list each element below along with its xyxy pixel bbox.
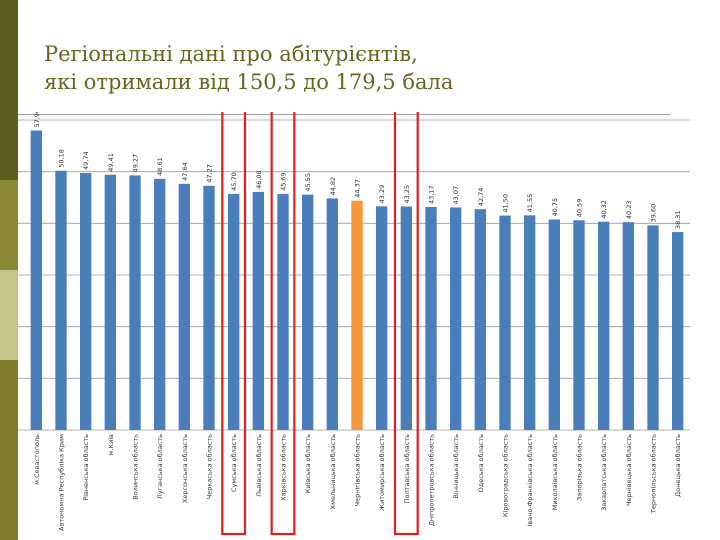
bar-value-label: 44,82 xyxy=(329,177,337,196)
accent-segment xyxy=(0,270,18,360)
bar-value-label: 39,60 xyxy=(650,204,658,223)
slide-left-accent-bar xyxy=(0,0,18,540)
category-label: Херсонська область xyxy=(181,434,189,503)
accent-segment xyxy=(0,0,18,180)
bar xyxy=(474,209,487,430)
bar xyxy=(30,130,43,430)
bar xyxy=(203,185,215,430)
category-label: Житомирська область xyxy=(378,434,386,511)
category-label: Дніпропетровська область xyxy=(428,434,436,526)
bar-value-label: 45,70 xyxy=(230,172,238,191)
bar-value-label: 43,17 xyxy=(428,185,436,204)
bar xyxy=(375,206,388,430)
bar xyxy=(55,170,67,430)
bar xyxy=(153,178,166,430)
bar xyxy=(523,215,536,430)
bar-value-label: 43,25 xyxy=(403,185,411,204)
category-label: Львівська область xyxy=(255,434,263,497)
bar-value-label: 49,41 xyxy=(107,153,115,172)
category-label: Чернігівська область xyxy=(354,434,362,507)
category-label: Запорізька область xyxy=(576,434,584,501)
category-label: Харківська область xyxy=(280,434,288,501)
category-label: Луганська область xyxy=(156,434,164,499)
bar xyxy=(79,173,92,430)
category-label: Чернівецька область xyxy=(625,434,633,506)
bar xyxy=(104,174,117,430)
category-label: Хмельницька область xyxy=(329,434,337,510)
bar-value-label: 38,31 xyxy=(674,210,682,229)
bar-value-label: 44,37 xyxy=(354,179,362,198)
category-label: Івано-Франківська область xyxy=(526,434,534,527)
slide-title-line-1: Регіональні дані про абітурієнтів, xyxy=(44,42,418,66)
bar xyxy=(129,175,141,430)
bar xyxy=(597,221,610,430)
bar-value-label: 45,69 xyxy=(280,172,288,191)
highlight-frame xyxy=(393,112,419,536)
category-label: Донецька область xyxy=(674,434,682,497)
bar xyxy=(499,215,511,430)
bar xyxy=(573,220,585,430)
bar xyxy=(301,194,314,430)
bar xyxy=(252,191,265,430)
bar xyxy=(671,232,684,430)
bar-value-label: 49,74 xyxy=(82,151,90,170)
highlight-frame xyxy=(270,112,296,536)
slide-title-line-2: які отримали від 150,5 до 179,5 бала xyxy=(44,70,454,94)
bar xyxy=(400,206,413,430)
bar-value-label: 41,50 xyxy=(502,194,510,213)
category-label: Закарпатська область xyxy=(600,434,608,511)
category-label: Вінницька область xyxy=(452,434,460,499)
bar-value-label: 47,64 xyxy=(181,162,189,181)
bar xyxy=(647,225,659,430)
category-label: Миколаївська область xyxy=(551,434,559,510)
category-label: Волинська область xyxy=(132,434,140,500)
bar xyxy=(425,206,437,430)
bar xyxy=(548,219,561,430)
bar-value-label: 50,18 xyxy=(58,149,66,168)
title-divider xyxy=(18,114,670,115)
bar xyxy=(227,193,240,430)
accent-segment xyxy=(0,360,18,540)
category-label: м.Севастополь xyxy=(33,434,41,485)
highlight-frame xyxy=(221,112,247,536)
bar-value-label: 40,32 xyxy=(600,200,608,219)
bar-value-label: 43,29 xyxy=(378,185,386,204)
bar-value-label: 40,59 xyxy=(576,199,584,218)
bar-value-label: 45,55 xyxy=(304,173,312,192)
accent-segment xyxy=(0,180,18,270)
bar-value-label: 57,96 xyxy=(33,112,41,128)
bar-value-label: 42,74 xyxy=(477,188,485,207)
bar xyxy=(326,198,339,430)
category-label: Київська область xyxy=(304,434,312,493)
bar-value-label: 41,55 xyxy=(526,194,534,213)
bar xyxy=(277,193,289,430)
bar-value-label: 46,08 xyxy=(255,170,263,189)
bar xyxy=(178,183,191,430)
category-label: Автономна Республіка Крим xyxy=(58,434,66,531)
bar xyxy=(449,207,462,430)
category-label: Сумська область xyxy=(230,434,238,492)
bar xyxy=(622,222,635,430)
bar xyxy=(351,200,363,430)
bar-value-label: 40,75 xyxy=(551,198,559,217)
bar-chart: 57,96 м.Севастополь 50,18 Автономна Республ… xyxy=(18,112,690,536)
slide-title: Регіональні дані про абітурієнтів, які о… xyxy=(44,40,453,96)
category-label: Кіровоградська область xyxy=(502,434,510,517)
bar-value-label: 49,27 xyxy=(132,154,140,173)
bar-value-label: 48,61 xyxy=(156,157,164,176)
category-label: Рівненська область xyxy=(82,434,90,501)
bar-value-label: 47,27 xyxy=(206,164,214,183)
category-label: Черкаська область xyxy=(206,434,214,499)
category-label: м.Київ xyxy=(107,434,115,456)
category-label: Одеська область xyxy=(477,434,485,492)
bar-value-label: 40,23 xyxy=(625,201,633,220)
bar-value-label: 43,07 xyxy=(452,186,460,205)
category-label: Тернопільська область xyxy=(650,434,658,514)
category-label: Полтавська область xyxy=(403,434,411,503)
